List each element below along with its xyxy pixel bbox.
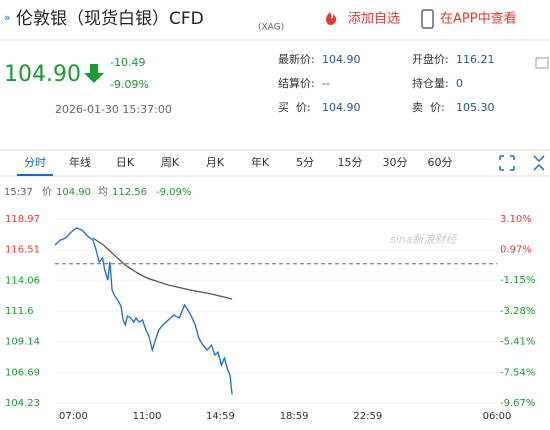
change: -10.49 (110, 56, 145, 69)
info-price-label: 价 (42, 186, 52, 198)
tab[interactable]: 日K (116, 156, 135, 169)
y-tick-label: 106.69 (5, 367, 40, 378)
x-tick-label: 18:59 (280, 411, 309, 422)
chart: 118.97 116.51 114.06 111.6 109.14 106.69 104.2… (5, 214, 535, 422)
y2-tick-label: -5.41% (500, 337, 535, 348)
title: 伦敦银（现货白银）CFD (16, 9, 204, 29)
close-icon[interactable] (535, 57, 549, 69)
watermark: sina新浪财经 (390, 233, 457, 246)
y2-tick-label: 0.97% (500, 245, 532, 256)
y2-tick-label: -7.54% (500, 367, 535, 378)
x-tick-label: 14:59 (206, 411, 235, 422)
y2-tick-label: -3.28% (500, 306, 535, 317)
change-pct: -9.09% (110, 78, 149, 91)
price: 104.90 (4, 62, 81, 87)
tab[interactable]: 周K (161, 156, 180, 169)
stat-label: 买 价: (278, 101, 311, 114)
y-tick-label: 111.6 (5, 306, 34, 317)
stat-value: 104.90 (322, 101, 361, 114)
series-line (54, 227, 233, 395)
collapse-icon[interactable] (533, 155, 545, 171)
tab[interactable]: 30分 (383, 156, 408, 169)
tab[interactable]: 分时 (24, 156, 46, 169)
stat-value: -- (322, 77, 330, 90)
stat-value: 0 (456, 77, 463, 90)
tab[interactable]: 月K (206, 156, 225, 169)
stat-label: 持仓量: (412, 76, 449, 90)
tab[interactable]: 年K (251, 155, 270, 169)
info-avg: 112.56 (112, 187, 147, 198)
y2-tick-label: -9.67% (500, 398, 535, 409)
y-tick-label: 109.14 (5, 337, 40, 348)
info-pct: -9.09% (156, 187, 191, 198)
tab[interactable]: 15分 (338, 156, 363, 169)
y2-tick-label: -1.15% (500, 275, 535, 286)
tab[interactable]: 60分 (428, 156, 453, 169)
fullscreen-icon[interactable] (499, 155, 515, 171)
stat-value: 105.30 (456, 101, 495, 114)
y-tick-label: 104.23 (5, 398, 40, 409)
down-arrow (84, 64, 104, 83)
stats: 最新价: 104.90 开盘价: 116.21 结算价: -- 持仓量: 0 买 价: 104.9… (278, 52, 495, 114)
stat-value: 104.90 (322, 53, 361, 66)
view-app[interactable]: 在APP中查看 (440, 11, 517, 27)
phone-icon[interactable] (421, 9, 434, 29)
series-line (92, 237, 233, 300)
flame-icon[interactable] (326, 12, 337, 25)
y-tick-label: 118.97 (5, 214, 40, 225)
info-price: 104.90 (56, 187, 91, 198)
datetime: 2026-01-30 15:37:00 (55, 103, 172, 116)
code: (XAG) (258, 23, 284, 33)
x-tick-label: 07:00 (59, 411, 88, 422)
info-avg-label: 均 (98, 186, 108, 198)
stat-label: 开盘价: (412, 52, 449, 66)
add-watch[interactable]: 添加自选 (348, 12, 400, 27)
stat-value: 116.21 (456, 53, 495, 66)
x-tick-label: 06:00 (483, 411, 512, 422)
tabs: 分时 年线 日K 周K 月K 年K 5分 15分 30分 60分 (17, 155, 453, 176)
stat-label: 最新价: (278, 52, 315, 66)
x-tick-label: 11:00 (133, 411, 162, 422)
stat-label: 结算价: (278, 76, 315, 90)
tab[interactable]: 年线 (69, 155, 91, 169)
stat-label: 卖 价: (412, 101, 445, 114)
marker: » (4, 11, 11, 24)
y-tick-label: 114.06 (5, 275, 40, 286)
x-tick-label: 22:59 (353, 411, 382, 422)
y-tick-label: 116.51 (5, 245, 40, 256)
tab[interactable]: 5分 (296, 156, 314, 169)
y2-tick-label: 3.10% (500, 214, 532, 225)
info-time: 15:37 (4, 187, 33, 198)
